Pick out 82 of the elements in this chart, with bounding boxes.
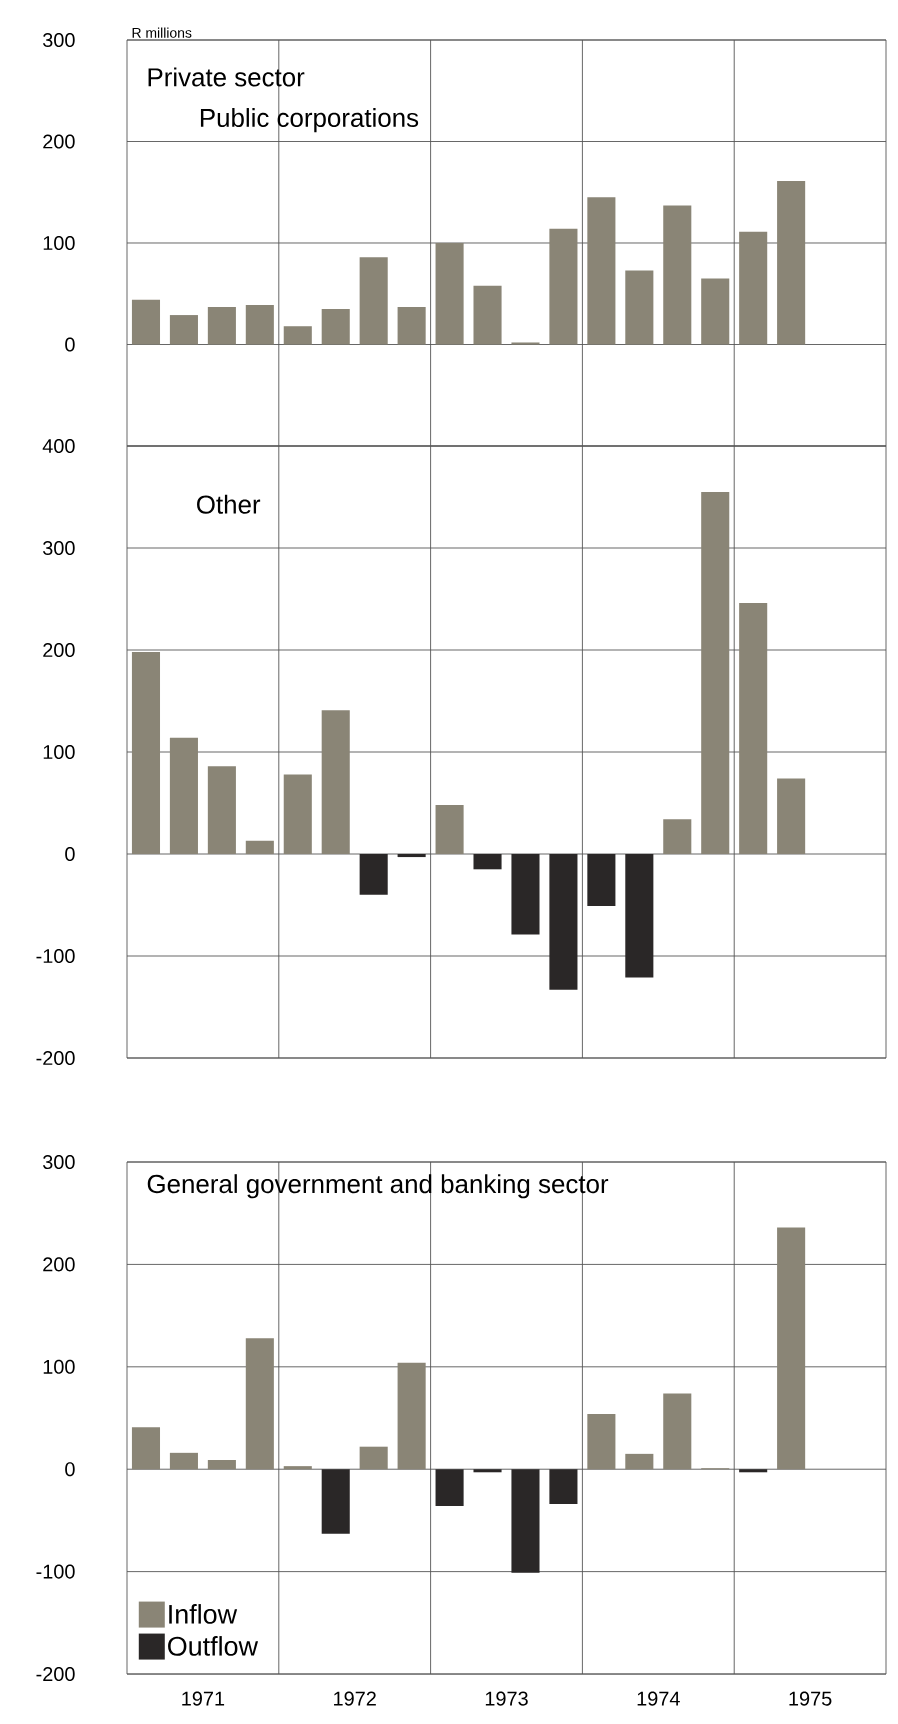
legend-label: Outflow	[168, 1636, 259, 1656]
y-tick-label: 0	[65, 1462, 75, 1477]
bar	[625, 270, 654, 345]
y-tick-label: 200	[43, 642, 75, 658]
y-tick-label: 300	[43, 32, 75, 48]
x-tick-label: 1974	[637, 1691, 680, 1706]
bar	[549, 854, 578, 990]
bar	[511, 342, 540, 345]
bar	[169, 737, 198, 855]
bar	[663, 1393, 692, 1470]
y-tick-label: 300	[43, 540, 75, 556]
chart-title: General government and banking sector	[147, 1174, 609, 1199]
bar	[359, 1446, 388, 1470]
y-tick-label: 200	[43, 134, 75, 149]
bar	[739, 231, 768, 345]
bar	[169, 315, 198, 345]
bar	[739, 1469, 768, 1473]
y-tick-label: 0	[65, 846, 75, 862]
bar	[397, 854, 426, 858]
annotation: Private sector	[148, 67, 305, 87]
bar	[549, 228, 578, 345]
y-tick-label: -200	[36, 1050, 75, 1066]
bar	[359, 257, 388, 345]
y-tick-label: 100	[43, 1359, 75, 1374]
bar	[283, 1466, 312, 1470]
bar	[245, 304, 274, 345]
bar	[435, 805, 464, 855]
bar	[777, 778, 806, 855]
y-tick-label: -200	[36, 1666, 75, 1682]
y-tick-label: 100	[43, 744, 75, 760]
bar	[625, 1453, 654, 1470]
x-tick-label: 1975	[789, 1691, 832, 1706]
bar	[473, 285, 502, 345]
bar	[511, 854, 540, 935]
bar	[131, 652, 161, 855]
x-tick-label: 1972	[334, 1691, 376, 1706]
bar	[131, 299, 161, 345]
bar	[701, 278, 730, 345]
bar	[283, 326, 312, 345]
bar	[739, 603, 768, 855]
bar	[777, 1227, 806, 1470]
bar	[777, 181, 806, 345]
bar	[397, 306, 426, 345]
bar	[663, 819, 692, 855]
bar	[321, 710, 350, 855]
bar	[663, 205, 692, 345]
bar	[549, 1469, 578, 1505]
y-tick-label: 200	[43, 1257, 75, 1272]
bar	[283, 774, 312, 855]
bar	[397, 1362, 426, 1470]
bar	[245, 1338, 274, 1470]
bar	[207, 766, 236, 855]
bar	[359, 854, 388, 895]
bar	[701, 491, 730, 855]
bar	[587, 197, 616, 345]
bar	[321, 308, 350, 345]
y-tick-label: 300	[43, 1154, 75, 1170]
bar	[587, 854, 616, 907]
x-tick-label: 1973	[485, 1691, 528, 1706]
bar	[473, 1469, 502, 1473]
bar	[511, 1469, 540, 1573]
bar	[625, 854, 654, 978]
bar	[321, 1469, 350, 1534]
bar	[473, 854, 502, 870]
bar	[435, 1469, 464, 1507]
y-tick-label: 100	[43, 235, 75, 251]
bar	[131, 1427, 161, 1470]
y-axis-title: R millions	[132, 27, 192, 38]
bar	[435, 243, 464, 345]
legend-label: Inflow	[169, 1604, 238, 1624]
x-tick-label: 1971	[182, 1691, 225, 1706]
text: Other	[197, 494, 261, 514]
y-tick-label: -100	[36, 948, 75, 964]
bar	[587, 1413, 616, 1470]
y-tick-label: 0	[65, 337, 75, 352]
text: Public corporations	[200, 108, 419, 133]
bar	[207, 306, 236, 345]
bar	[245, 840, 274, 855]
y-tick-label: 400	[42, 438, 75, 454]
y-tick-label: -100	[36, 1564, 75, 1579]
bar	[207, 1460, 236, 1470]
bar	[169, 1452, 198, 1470]
